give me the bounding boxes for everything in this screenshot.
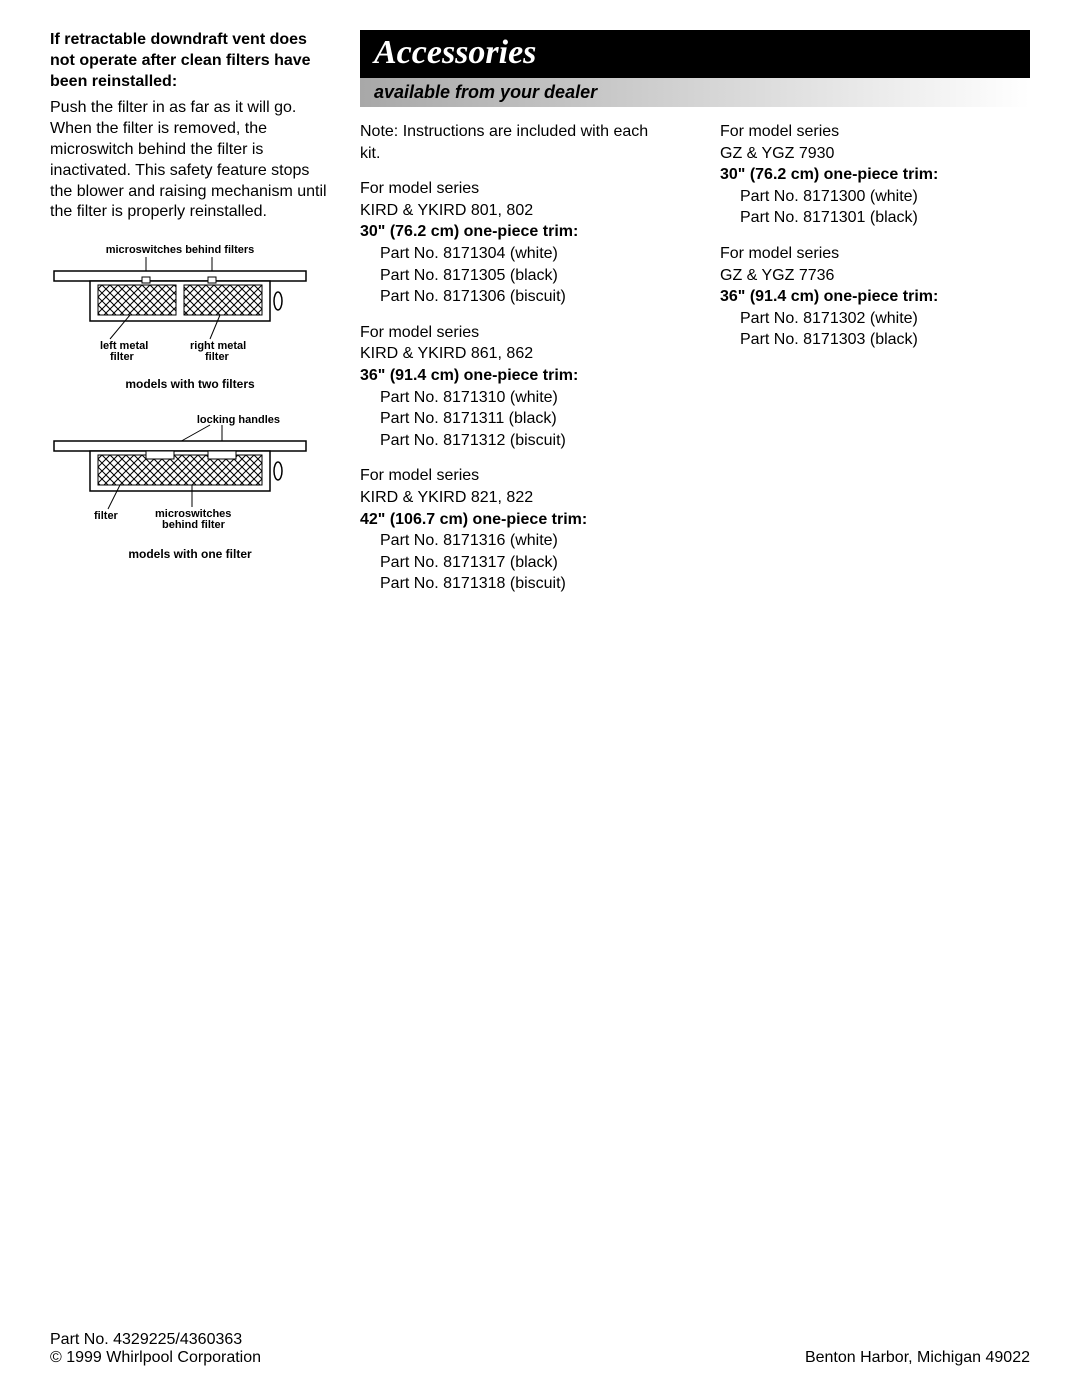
footer-copyright: © 1999 Whirlpool Corporation	[50, 1349, 261, 1367]
part-number: Part No. 8171302 (white)	[720, 308, 1030, 330]
model-series-label: For model series	[360, 322, 670, 344]
accessories-subtitle: available from your dealer	[360, 78, 1030, 107]
accessories-section: Accessories available from your dealer N…	[360, 30, 1030, 609]
model-series: KIRD & YKIRD 861, 862	[360, 343, 670, 365]
model-block: For model series KIRD & YKIRD 861, 862 3…	[360, 322, 670, 452]
model-series: KIRD & YKIRD 801, 802	[360, 200, 670, 222]
model-block: For model series KIRD & YKIRD 801, 802 3…	[360, 178, 670, 308]
part-number: Part No. 8171318 (biscuit)	[360, 573, 670, 595]
model-series: GZ & YGZ 7736	[720, 265, 1030, 287]
model-block: For model series KIRD & YKIRD 821, 822 4…	[360, 465, 670, 595]
accessories-columns: Note: Instructions are included with eac…	[360, 121, 1030, 609]
model-series: GZ & YGZ 7930	[720, 143, 1030, 165]
part-number: Part No. 8171310 (white)	[360, 387, 670, 409]
diagram2-microswitch-label: microswitches behind filter	[155, 508, 234, 531]
model-series: KIRD & YKIRD 821, 822	[360, 487, 670, 509]
diagram2-caption: models with one filter	[50, 547, 330, 561]
footer-address: Benton Harbor, Michigan 49022	[805, 1349, 1030, 1367]
part-number: Part No. 8171303 (black)	[720, 329, 1030, 351]
diagram-one-filter: locking handles filter micros	[50, 411, 330, 561]
diagram1-left-filter-label: left metal filter	[100, 340, 151, 363]
page-content: If retractable downdraft vent does not o…	[0, 0, 1080, 629]
part-number: Part No. 8171300 (white)	[720, 186, 1030, 208]
part-number: Part No. 8171317 (black)	[360, 552, 670, 574]
trim-heading: 36" (91.4 cm) one-piece trim:	[360, 365, 670, 387]
part-number: Part No. 8171306 (biscuit)	[360, 286, 670, 308]
part-number: Part No. 8171316 (white)	[360, 530, 670, 552]
model-block: For model series GZ & YGZ 7736 36" (91.4…	[720, 243, 1030, 351]
model-block: For model series GZ & YGZ 7930 30" (76.2…	[720, 121, 1030, 229]
footer-left: Part No. 4329225/4360363 © 1999 Whirlpoo…	[50, 1331, 261, 1367]
diagram-two-filters: microswitches behind filters	[50, 241, 330, 391]
trim-heading: 30" (76.2 cm) one-piece trim:	[360, 221, 670, 243]
left-column: If retractable downdraft vent does not o…	[50, 30, 330, 609]
accessories-note: Note: Instructions are included with eac…	[360, 121, 670, 164]
diagram1-caption: models with two filters	[50, 377, 330, 391]
accessories-col-1: Note: Instructions are included with eac…	[360, 121, 670, 609]
part-number: Part No. 8171312 (biscuit)	[360, 430, 670, 452]
part-number: Part No. 8171305 (black)	[360, 265, 670, 287]
accessories-col-2: For model series GZ & YGZ 7930 30" (76.2…	[720, 121, 1030, 609]
model-series-label: For model series	[360, 465, 670, 487]
trim-heading: 42" (106.7 cm) one-piece trim:	[360, 509, 670, 531]
diagram1-top-label: microswitches behind filters	[106, 244, 255, 256]
trim-heading: 30" (76.2 cm) one-piece trim:	[720, 164, 1030, 186]
page-footer: Part No. 4329225/4360363 © 1999 Whirlpoo…	[50, 1331, 1030, 1367]
model-series-label: For model series	[720, 243, 1030, 265]
troubleshoot-body: Push the filter in as far as it will go.…	[50, 98, 330, 223]
diagram2-handles-label: locking handles	[197, 414, 280, 426]
part-number: Part No. 8171301 (black)	[720, 207, 1030, 229]
model-series-label: For model series	[360, 178, 670, 200]
model-series-label: For model series	[720, 121, 1030, 143]
diagram1-right-filter-label: right metal filter	[190, 340, 249, 363]
trim-heading: 36" (91.4 cm) one-piece trim:	[720, 286, 1030, 308]
troubleshoot-heading: If retractable downdraft vent does not o…	[50, 30, 330, 92]
accessories-title: Accessories	[360, 30, 1030, 78]
part-number: Part No. 8171304 (white)	[360, 243, 670, 265]
diagram2-filter-label: filter	[94, 510, 119, 522]
part-number: Part No. 8171311 (black)	[360, 408, 670, 430]
footer-part-no: Part No. 4329225/4360363	[50, 1331, 261, 1349]
